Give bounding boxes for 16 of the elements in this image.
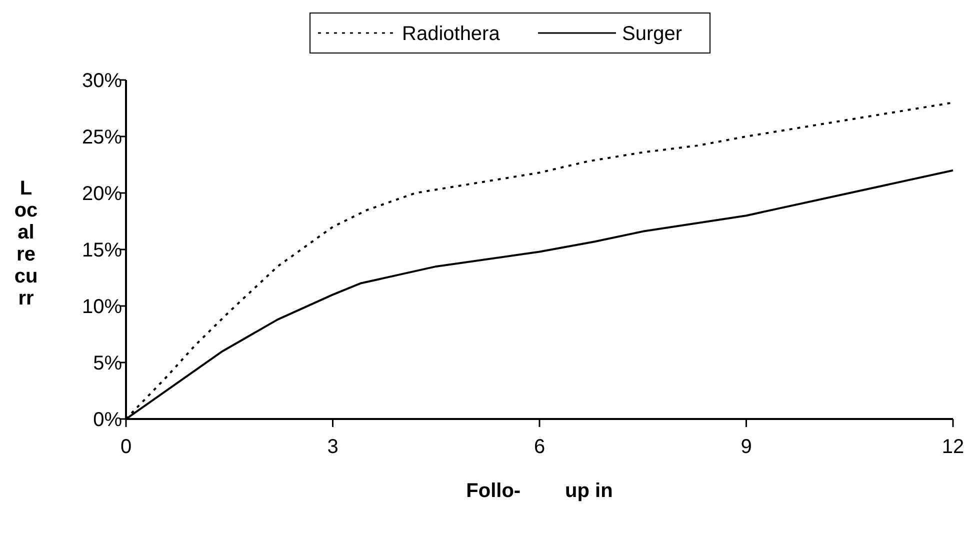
x-tick-label: 3	[327, 436, 338, 458]
y-tick-label: 25%	[82, 126, 122, 148]
y-tick-label: 0%	[93, 409, 122, 431]
legend-label: Radiothera	[402, 23, 501, 45]
x-tick-label: 0	[120, 436, 132, 458]
y-tick-label: 5%	[93, 352, 122, 374]
y-tick-label: 20%	[82, 183, 122, 205]
legend-label: Surger	[622, 23, 682, 45]
y-axis-title: L oc al re cu rr	[14, 178, 38, 310]
y-tick-label: 10%	[82, 296, 122, 318]
y-tick-label: 30%	[82, 70, 122, 92]
y-tick-label: 15%	[82, 240, 122, 262]
x-tick-label: 9	[740, 436, 752, 458]
x-tick-label: 6	[534, 436, 546, 458]
x-tick-label: 12	[942, 436, 964, 458]
x-axis-title: Follo- up in	[466, 480, 613, 502]
